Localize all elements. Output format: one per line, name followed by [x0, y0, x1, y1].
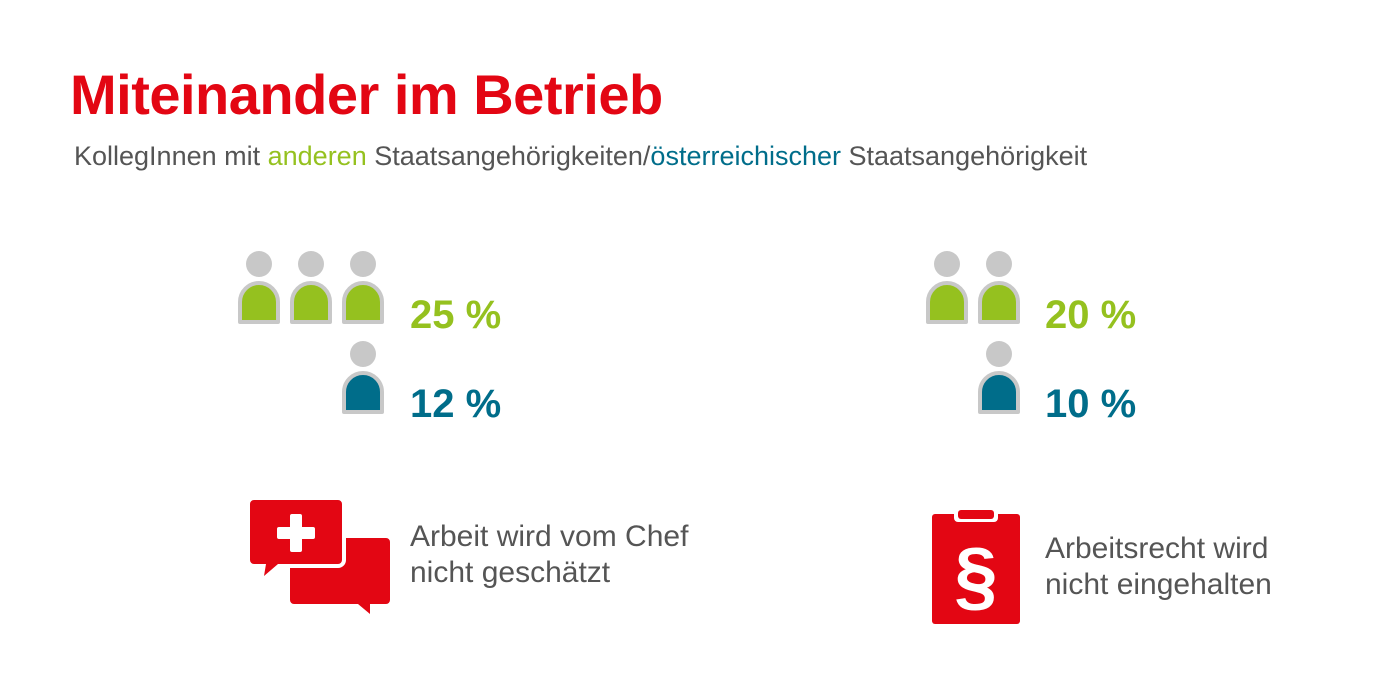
people-row-andere	[236, 250, 386, 324]
subtitle-text-1: KollegInnen mit	[74, 141, 268, 171]
person-head	[986, 341, 1012, 367]
subtitle-highlight-oesterreichischer: österreichischer	[650, 141, 841, 171]
person-body	[290, 281, 332, 324]
caption-left: Arbeit wird vom Chef nicht geschätzt	[410, 519, 688, 591]
person-icon	[342, 251, 384, 324]
person-head	[298, 251, 324, 277]
people-row-oesterreichisch	[340, 340, 386, 414]
person-head	[246, 251, 272, 277]
person-icon	[342, 341, 384, 414]
subtitle-text-2: Staatsangehörigkeiten/	[366, 141, 651, 171]
caption-right-line-2: nicht eingehalten	[1045, 568, 1272, 601]
person-head	[934, 251, 960, 277]
page-subtitle: KollegInnen mit anderen Staatsangehörigk…	[74, 141, 1087, 172]
percent-label-andere: 20 %	[1045, 293, 1137, 337]
percent-label-oesterreichisch: 12 %	[410, 382, 502, 426]
page-title: Miteinander im Betrieb	[70, 63, 663, 126]
person-icon	[290, 251, 332, 324]
person-body	[978, 371, 1020, 414]
person-icon	[238, 251, 280, 324]
svg-text:§: §	[954, 531, 997, 619]
person-head	[986, 251, 1012, 277]
person-icon	[978, 341, 1020, 414]
person-body	[342, 371, 384, 414]
person-head	[350, 341, 376, 367]
person-icon	[926, 251, 968, 324]
person-body	[926, 281, 968, 324]
people-row-andere	[924, 250, 1022, 324]
people-row-oesterreichisch	[976, 340, 1022, 414]
person-body	[342, 281, 384, 324]
caption-left-line-2: nicht geschätzt	[410, 556, 611, 589]
person-body	[238, 281, 280, 324]
subtitle-text-3: Staatsangehörigkeit	[841, 141, 1088, 171]
person-icon	[978, 251, 1020, 324]
person-head	[350, 251, 376, 277]
speech-bubbles-plus-icon	[246, 496, 390, 620]
caption-right: Arbeitsrecht wird nicht eingehalten	[1045, 531, 1272, 603]
caption-right-line-1: Arbeitsrecht wird	[1045, 532, 1269, 565]
percent-label-oesterreichisch: 10 %	[1045, 382, 1137, 426]
clipboard-paragraph-icon: §	[932, 508, 1022, 631]
caption-left-line-1: Arbeit wird vom Chef	[410, 520, 689, 553]
subtitle-highlight-anderen: anderen	[267, 141, 367, 171]
percent-label-andere: 25 %	[410, 293, 502, 337]
person-body	[978, 281, 1020, 324]
